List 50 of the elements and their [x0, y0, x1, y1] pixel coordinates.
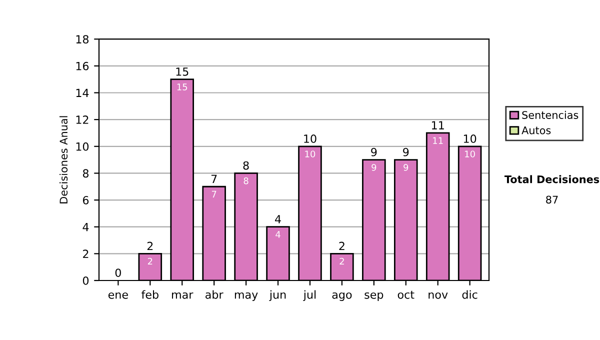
total-label: 0 [115, 268, 121, 278]
data-label: 4 [276, 231, 280, 238]
y-tick-label: 18 [76, 35, 89, 44]
x-tick-label: oct [398, 290, 414, 299]
x-tick-label: ago [332, 292, 352, 301]
data-label: 10 [465, 150, 475, 158]
x-tick-label: jun [269, 290, 286, 301]
x-tick-label: abr [206, 290, 224, 299]
text: Total Decisiones [504, 175, 600, 184]
data-label: 9 [372, 164, 376, 171]
data-label: 2 [340, 258, 344, 265]
data-label: 9 [404, 164, 408, 171]
y-tick-label: 10 [76, 142, 89, 151]
y-tick-label: 6 [82, 196, 89, 204]
data-label: 8 [244, 177, 248, 184]
y-tick-label: 8 [82, 169, 89, 178]
data-label: 11 [433, 137, 443, 144]
total-label: 15 [176, 68, 188, 76]
data-label: 7 [212, 190, 216, 198]
legend-label: Autos [522, 126, 551, 134]
x-tick-label: may [234, 292, 258, 301]
y-tick-label: 0 [82, 276, 89, 285]
total-label: 7 [211, 174, 217, 183]
x-tick-label: sep [364, 292, 384, 301]
total-label: 2 [339, 242, 344, 250]
y-tick-label: 4 [82, 222, 89, 232]
total-label: 10 [464, 134, 476, 143]
x-tick-label: nov [428, 292, 448, 299]
y-tick-label: 12 [76, 116, 88, 124]
y-axis-title: Decisiones Anual [60, 116, 68, 204]
total-label: 9 [371, 148, 377, 156]
total-label: 11 [432, 121, 444, 130]
y-tick-label: 2 [83, 250, 88, 258]
x-tick-label: jul [303, 290, 316, 301]
total-label: 8 [243, 161, 249, 170]
text: 87 [546, 196, 558, 204]
total-label: 2 [147, 242, 153, 250]
legend-label: Sentencias [522, 110, 578, 119]
y-tick-label: 14 [76, 88, 89, 97]
x-tick-label: mar [172, 292, 194, 299]
data-label: 10 [305, 150, 316, 158]
data-label: 15 [177, 84, 188, 90]
data-label: 2 [148, 258, 152, 265]
total-label: 4 [275, 215, 281, 224]
x-tick-label: ene [108, 292, 128, 299]
total-label: 9 [403, 148, 409, 156]
x-tick-label: dic [462, 290, 478, 299]
y-tick-label: 16 [76, 62, 89, 70]
x-tick-label: feb [142, 290, 158, 299]
total-label: 10 [304, 134, 316, 143]
